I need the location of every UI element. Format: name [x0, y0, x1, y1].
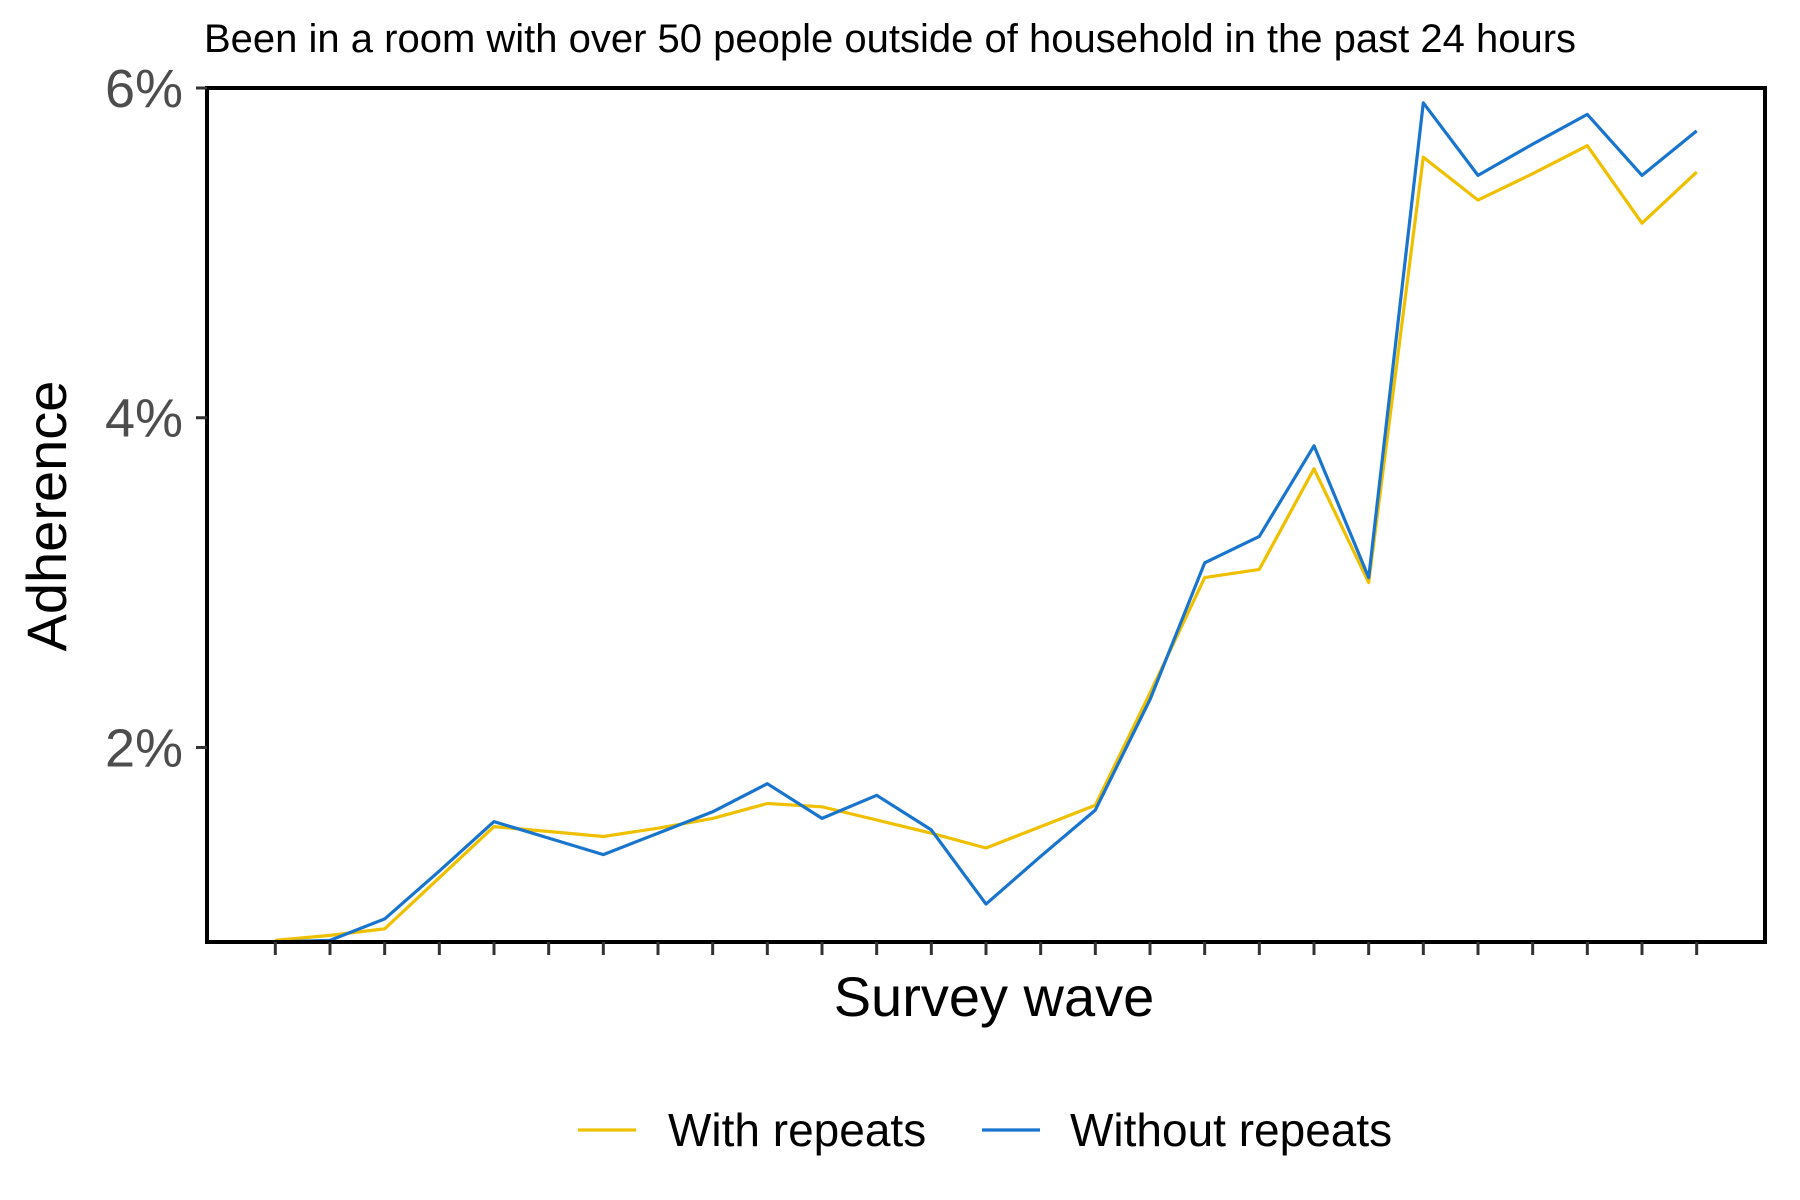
legend-label-0: With repeats — [668, 1104, 926, 1156]
y-tick-label-0: 2% — [105, 718, 183, 778]
axis-layer: 2% 4% 6% — [105, 59, 1699, 955]
x-axis-title: Survey wave — [834, 965, 1155, 1028]
legend: With repeats Without repeats — [578, 1104, 1392, 1156]
legend-label-1: Without repeats — [1070, 1104, 1392, 1156]
series-layer — [275, 101, 1698, 944]
y-tick-label-2: 6% — [105, 59, 183, 119]
y-axis-title: Adherence — [15, 381, 78, 652]
y-tick-label-1: 4% — [105, 389, 183, 449]
chart-title: Been in a room with over 50 people outsi… — [204, 17, 1576, 61]
series-line-1 — [275, 101, 1698, 944]
